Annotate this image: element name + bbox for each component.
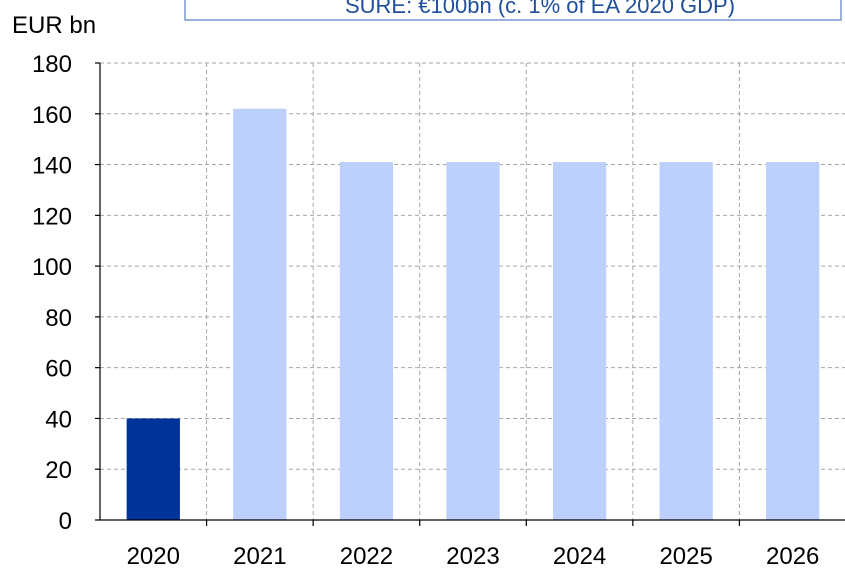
bar [126,418,180,520]
y-tick-label: 100 [32,254,72,281]
bar [233,108,287,520]
y-tick-label: 20 [45,457,72,484]
x-tick-label: 2021 [233,543,286,570]
y-tick-label: 120 [32,203,72,230]
y-tick-label: 140 [32,153,72,180]
bar [552,162,607,520]
x-tick-label: 2023 [446,543,499,570]
bar [446,162,500,520]
x-tick-label: 2020 [127,543,180,570]
bar [766,162,820,520]
y-tick-label: 60 [45,356,72,383]
y-tick-label: 180 [32,51,72,78]
bar [659,162,713,520]
x-tick-label: 2026 [766,543,819,570]
y-axis-label: EUR bn [12,12,96,39]
annotation-box [184,0,842,21]
y-tick-label: 0 [59,508,72,535]
x-tick-label: 2022 [340,543,393,570]
x-tick-label: 2024 [553,543,606,570]
y-tick-label: 40 [45,406,72,433]
x-tick-label: 2025 [659,543,712,570]
y-tick-label: 160 [32,102,72,129]
y-tick-label: 80 [45,305,72,332]
bar [339,162,394,520]
annotation: SURE: €100bn (c. 1% of EA 2020 GDP) [345,0,735,18]
